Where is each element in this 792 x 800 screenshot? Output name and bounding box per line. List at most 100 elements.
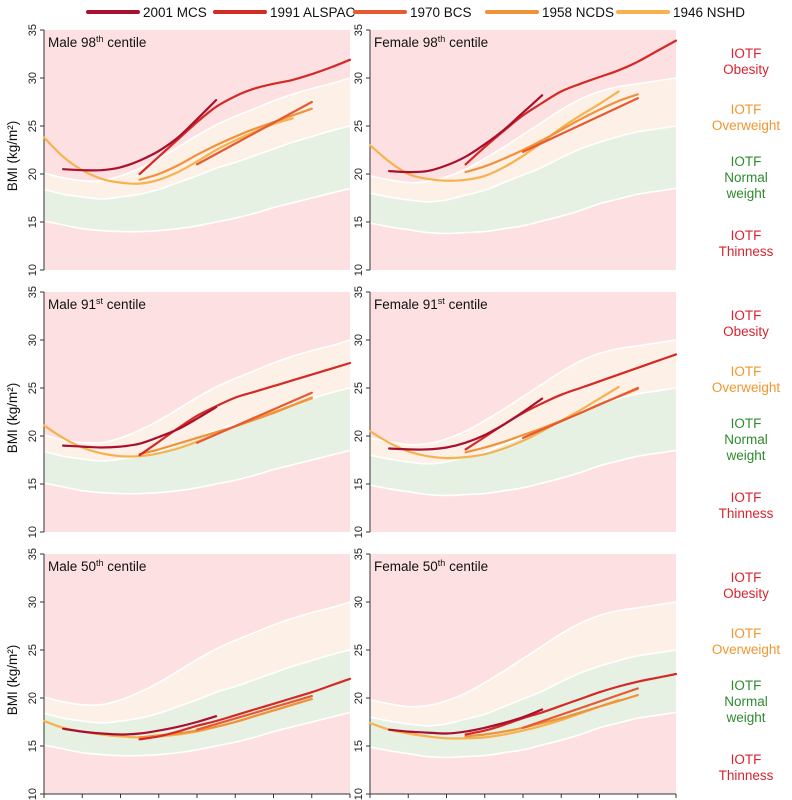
zone-label: IOTF Overweight	[712, 364, 781, 395]
panel-title: Male 91st centile	[48, 296, 146, 312]
y-tick-label: 30	[353, 72, 365, 84]
y-tick-label: 25	[353, 120, 365, 132]
zone-overweight	[370, 340, 676, 464]
y-tick-label: 30	[353, 596, 365, 608]
legend-label: 2001 MCS	[143, 5, 207, 20]
y-tick-label: 10	[353, 788, 365, 800]
y-tick-label: 10	[353, 264, 365, 276]
panel-title: Male 50th centile	[48, 558, 146, 574]
y-tick-label: 10	[27, 264, 39, 276]
y-tick-label: 15	[27, 216, 39, 228]
series-lines	[42, 677, 352, 741]
y-tick-label: 20	[27, 430, 39, 442]
series-line-1970-bcs	[195, 391, 313, 444]
cutoff-line-thinness	[44, 711, 350, 757]
zone-normal-weight	[370, 650, 676, 758]
y-axis-label: BMI (kg/m²)	[5, 645, 20, 716]
zone-overweight	[370, 602, 676, 726]
y-tick-label: 30	[27, 334, 39, 346]
y-tick-label: 25	[353, 382, 365, 394]
legend-label: 1970 BCS	[410, 5, 472, 20]
y-tick-label: 35	[353, 286, 365, 298]
y-tick-label: 25	[27, 644, 39, 656]
y-tick-label: 35	[27, 286, 39, 298]
zone-labels: IOTF Obesity IOTF Overweight IOTF Normal weigh…	[712, 308, 781, 521]
zone-normal-weight	[370, 126, 676, 234]
zone-normal-weight	[44, 650, 350, 756]
zone-overweight	[44, 340, 350, 461]
zone-label: IOTF Overweight	[712, 626, 781, 657]
cutoff-line-overweight	[370, 125, 676, 203]
y-tick-label: 35	[353, 24, 365, 36]
zone-label: IOTF Thinness	[719, 228, 774, 259]
series-line-1991-alspac	[464, 672, 678, 736]
series-line-1958-ncds	[464, 694, 639, 738]
legend-label: 1946 NSHD	[673, 5, 745, 20]
series-lines	[368, 672, 678, 740]
iotf-zones	[44, 554, 350, 794]
series-line-1991-alspac	[138, 58, 352, 176]
series-line-2001-mcs	[388, 94, 544, 174]
series-lines	[42, 361, 352, 458]
y-tick-label: 30	[27, 72, 39, 84]
panel-female-98: 10 15 20 25 30 35 Female 98th centile	[353, 24, 678, 276]
cutoff-line-thinness	[44, 449, 350, 495]
legend: 2001 MCS 1991 ALSPAC 1970 BCS 1958 NCDS 1946…	[86, 5, 745, 20]
y-tick-label: 35	[27, 24, 39, 36]
panel-title: Male 98th centile	[48, 34, 146, 50]
y-tick-label: 15	[353, 478, 365, 490]
y-tick-label: 35	[353, 548, 365, 560]
y-tick-label: 20	[353, 692, 365, 704]
y-axis-label: BMI (kg/m²)	[5, 121, 20, 192]
panel-female-50: 10152025303524681012141618Age (years)Fem…	[353, 548, 678, 800]
cutoff-line-thinness	[370, 187, 676, 235]
zone-labels: IOTF Obesity IOTF Overweight IOTF Normal weigh…	[712, 570, 781, 783]
series-line-2001-mcs	[388, 397, 544, 451]
zone-label: IOTF Normal weight	[724, 154, 768, 201]
series-line-1970-bcs	[195, 695, 313, 731]
y-tick-label: 20	[353, 430, 365, 442]
series-line-2001-mcs	[62, 406, 218, 449]
y-tick-label: 15	[353, 740, 365, 752]
panel-male-98: 10 15 20 25 30 35 BMI (kg/m²) Male 98th centile	[5, 24, 352, 276]
panel-title: Female 91st centile	[374, 296, 488, 312]
cutoff-line-obesity	[44, 339, 350, 444]
series-lines	[42, 58, 352, 185]
cutoff-line-obesity	[370, 339, 676, 446]
y-tick-label: 20	[27, 168, 39, 180]
cutoff-line-obesity	[370, 77, 676, 184]
cutoff-line-overweight	[44, 649, 350, 724]
cutoff-line-thinness	[44, 187, 350, 233]
y-tick-label: 10	[353, 526, 365, 538]
y-tick-label: 15	[27, 478, 39, 490]
zone-label: IOTF Thinness	[719, 752, 774, 783]
y-tick-label: 10	[27, 526, 39, 538]
series-lines	[368, 353, 678, 460]
iotf-zones	[370, 554, 676, 794]
cutoff-line-obesity	[44, 601, 350, 706]
y-tick-label: 20	[27, 692, 39, 704]
series-line-1946-nshd	[368, 385, 620, 460]
panel-male-91: 10 15 20 25 30 35 BMI (kg/m²) Male 91st centile	[5, 286, 352, 538]
legend-label: 1958 NCDS	[542, 5, 614, 20]
zone-label: IOTF Obesity	[723, 570, 769, 601]
y-tick-label: 25	[353, 644, 365, 656]
panel-title: Female 98th centile	[374, 34, 488, 50]
panel-female-91: 10 15 20 25 30 35 Female 91st centile	[353, 286, 678, 538]
panel-title: Female 50th centile	[374, 558, 488, 574]
cutoff-line-thinness	[370, 449, 676, 497]
series-line-2001-mcs	[62, 715, 218, 736]
iotf-zones	[44, 30, 350, 270]
series-line-1991-alspac	[138, 677, 352, 741]
series-line-1946-nshd	[368, 90, 620, 182]
iotf-zones	[44, 292, 350, 532]
y-tick-label: 15	[27, 740, 39, 752]
legend-label: 1991 ALSPAC	[270, 5, 356, 20]
y-tick-label: 20	[353, 168, 365, 180]
cutoff-line-obesity	[370, 601, 676, 708]
y-tick-label: 30	[27, 596, 39, 608]
series-line-2001-mcs	[388, 708, 544, 735]
series-lines	[368, 39, 678, 182]
